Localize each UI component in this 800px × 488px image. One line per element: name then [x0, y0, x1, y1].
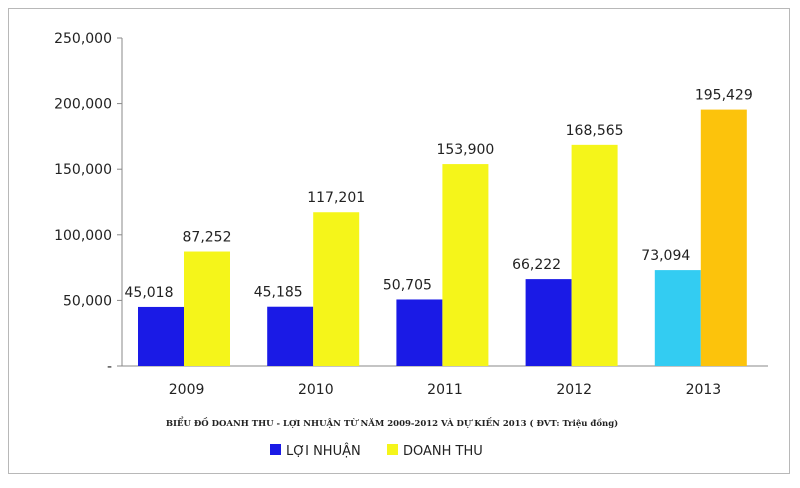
legend-swatch-doanh-thu — [387, 444, 398, 455]
chart-title: BIỂU ĐỒ DOANH THU - LỢI NHUẬN TỪ NĂM 200… — [166, 415, 618, 429]
bar-doanh-thu-2011 — [442, 164, 489, 366]
y-axis — [117, 37, 123, 367]
data-label: 168,565 — [566, 123, 624, 139]
x-tick-label: 2013 — [686, 382, 722, 398]
x-tick-label: 2010 — [298, 382, 334, 398]
y-tick-labels: - 50,000 100,000 150,000 200,000 250,000 — [54, 31, 112, 375]
y-tick-label: 250,000 — [54, 31, 112, 47]
x-tick-label: 2009 — [169, 382, 205, 398]
x-tick-labels: 2009 2010 2011 2012 2013 — [169, 382, 721, 398]
chart-frame — [8, 8, 790, 474]
y-tick-label: - — [107, 359, 112, 375]
bar-doanh-thu-2013 — [700, 109, 747, 366]
bar-doanh-thu-2010 — [313, 212, 360, 366]
bar-loi-nhuan-2011 — [396, 299, 443, 366]
legend: LỢI NHUẬN DOANH THU — [270, 443, 483, 459]
bar-loi-nhuan-2010 — [267, 306, 314, 366]
data-labels: 45,018 87,252 45,185 117,201 50,705 153,900 66… — [125, 88, 753, 301]
bar-loi-nhuan-2012 — [525, 279, 572, 366]
bar-doanh-thu-2012 — [571, 144, 618, 366]
data-label: 153,900 — [436, 142, 494, 158]
bars — [138, 109, 747, 366]
data-label: 45,185 — [254, 285, 303, 301]
y-tick-label: 200,000 — [54, 97, 112, 113]
bar-loi-nhuan-2013 — [654, 270, 701, 366]
legend-label-loi-nhuan: LỢI NHUẬN — [286, 443, 361, 459]
data-label: 195,429 — [695, 88, 753, 104]
legend-swatch-loi-nhuan — [270, 444, 281, 455]
x-tick-label: 2011 — [427, 382, 463, 398]
y-tick-label: 150,000 — [54, 162, 112, 178]
data-label: 73,094 — [641, 248, 690, 264]
data-label: 45,018 — [125, 285, 174, 301]
x-tick-label: 2012 — [556, 382, 592, 398]
y-tick-label: 100,000 — [54, 228, 112, 244]
legend-label-doanh-thu: DOANH THU — [403, 444, 483, 459]
bar-loi-nhuan-2009 — [138, 306, 184, 366]
bar-doanh-thu-2009 — [184, 251, 230, 366]
data-label: 87,252 — [183, 230, 232, 246]
data-label: 66,222 — [512, 257, 561, 273]
data-label: 50,705 — [383, 277, 432, 293]
y-tick-label: 50,000 — [63, 293, 112, 309]
data-label: 117,201 — [307, 190, 365, 206]
